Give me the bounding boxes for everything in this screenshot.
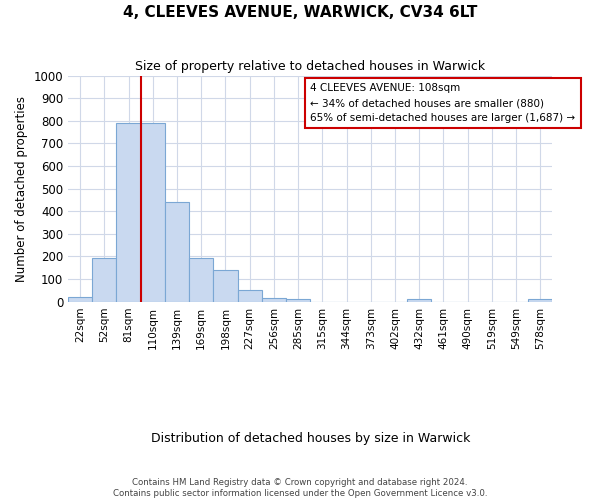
Bar	[189, 258, 214, 302]
Bar	[116, 123, 140, 302]
Bar	[165, 202, 189, 302]
Bar	[68, 297, 92, 302]
Bar	[214, 270, 238, 302]
Text: 4 CLEEVES AVENUE: 108sqm
← 34% of detached houses are smaller (880)
65% of semi-: 4 CLEEVES AVENUE: 108sqm ← 34% of detach…	[310, 84, 575, 123]
Bar	[286, 300, 310, 302]
Y-axis label: Number of detached properties: Number of detached properties	[15, 96, 28, 282]
Title: Size of property relative to detached houses in Warwick: Size of property relative to detached ho…	[135, 60, 485, 73]
Bar	[238, 290, 262, 302]
Bar	[528, 300, 553, 302]
Text: Contains HM Land Registry data © Crown copyright and database right 2024.
Contai: Contains HM Land Registry data © Crown c…	[113, 478, 487, 498]
Bar	[262, 298, 286, 302]
X-axis label: Distribution of detached houses by size in Warwick: Distribution of detached houses by size …	[151, 432, 470, 445]
Bar	[407, 299, 431, 302]
Bar	[140, 123, 165, 302]
Bar	[92, 258, 116, 302]
Text: 4, CLEEVES AVENUE, WARWICK, CV34 6LT: 4, CLEEVES AVENUE, WARWICK, CV34 6LT	[123, 5, 477, 20]
